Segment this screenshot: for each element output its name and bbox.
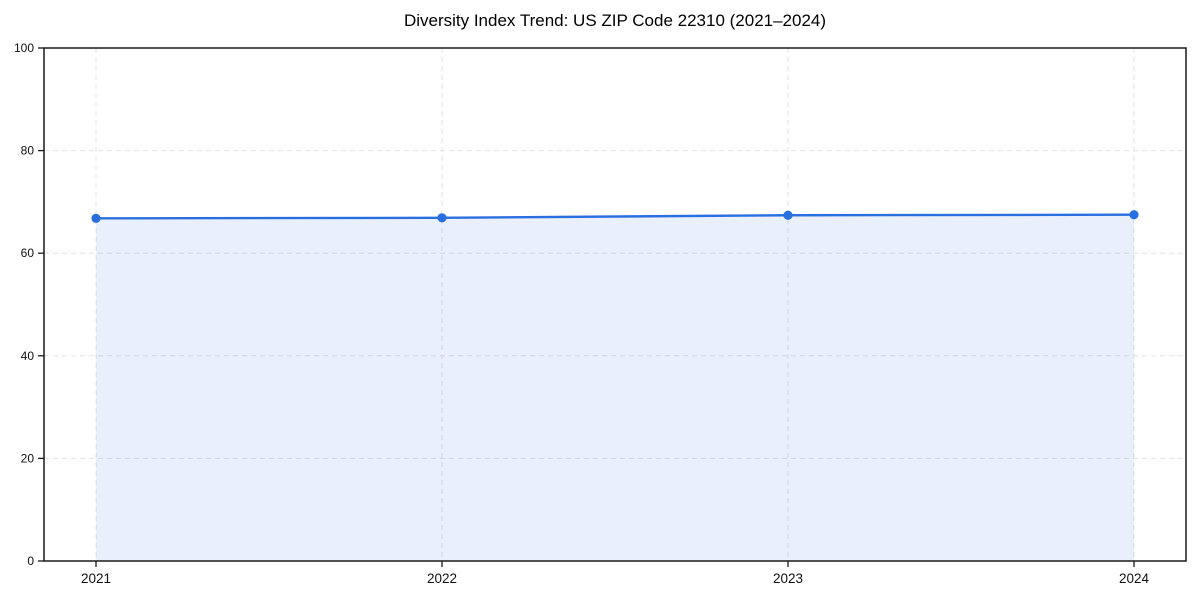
- x-tick-label: 2023: [773, 571, 803, 586]
- y-tick-label: 0: [27, 554, 34, 568]
- y-tick-label: 60: [21, 246, 35, 260]
- y-tick-label: 100: [14, 41, 34, 55]
- trend-polyline: [94, 213, 1136, 220]
- trend-line: [94, 213, 1136, 220]
- plot-border: [43, 47, 1187, 562]
- tick-labels: 0 20 40 60 80 100 2021 2022 2023 2024: [14, 41, 1150, 586]
- x-tick-label: 2022: [427, 571, 457, 586]
- y-tick-label: 80: [21, 144, 35, 158]
- y-tick-label: 20: [21, 451, 35, 465]
- data-point: [1129, 210, 1139, 220]
- y-tick-label: 40: [21, 349, 35, 363]
- data-points: [91, 210, 1139, 223]
- x-tick-label: 2021: [81, 571, 111, 586]
- data-point: [437, 213, 447, 223]
- axes: [38, 47, 1187, 567]
- data-point: [783, 210, 793, 220]
- area-fill: [96, 214, 1134, 561]
- data-point: [91, 213, 101, 223]
- x-tick-label: 2024: [1119, 571, 1150, 586]
- area-under-line: [96, 214, 1134, 561]
- chart-title: Diversity Index Trend: US ZIP Code 22310…: [404, 11, 826, 30]
